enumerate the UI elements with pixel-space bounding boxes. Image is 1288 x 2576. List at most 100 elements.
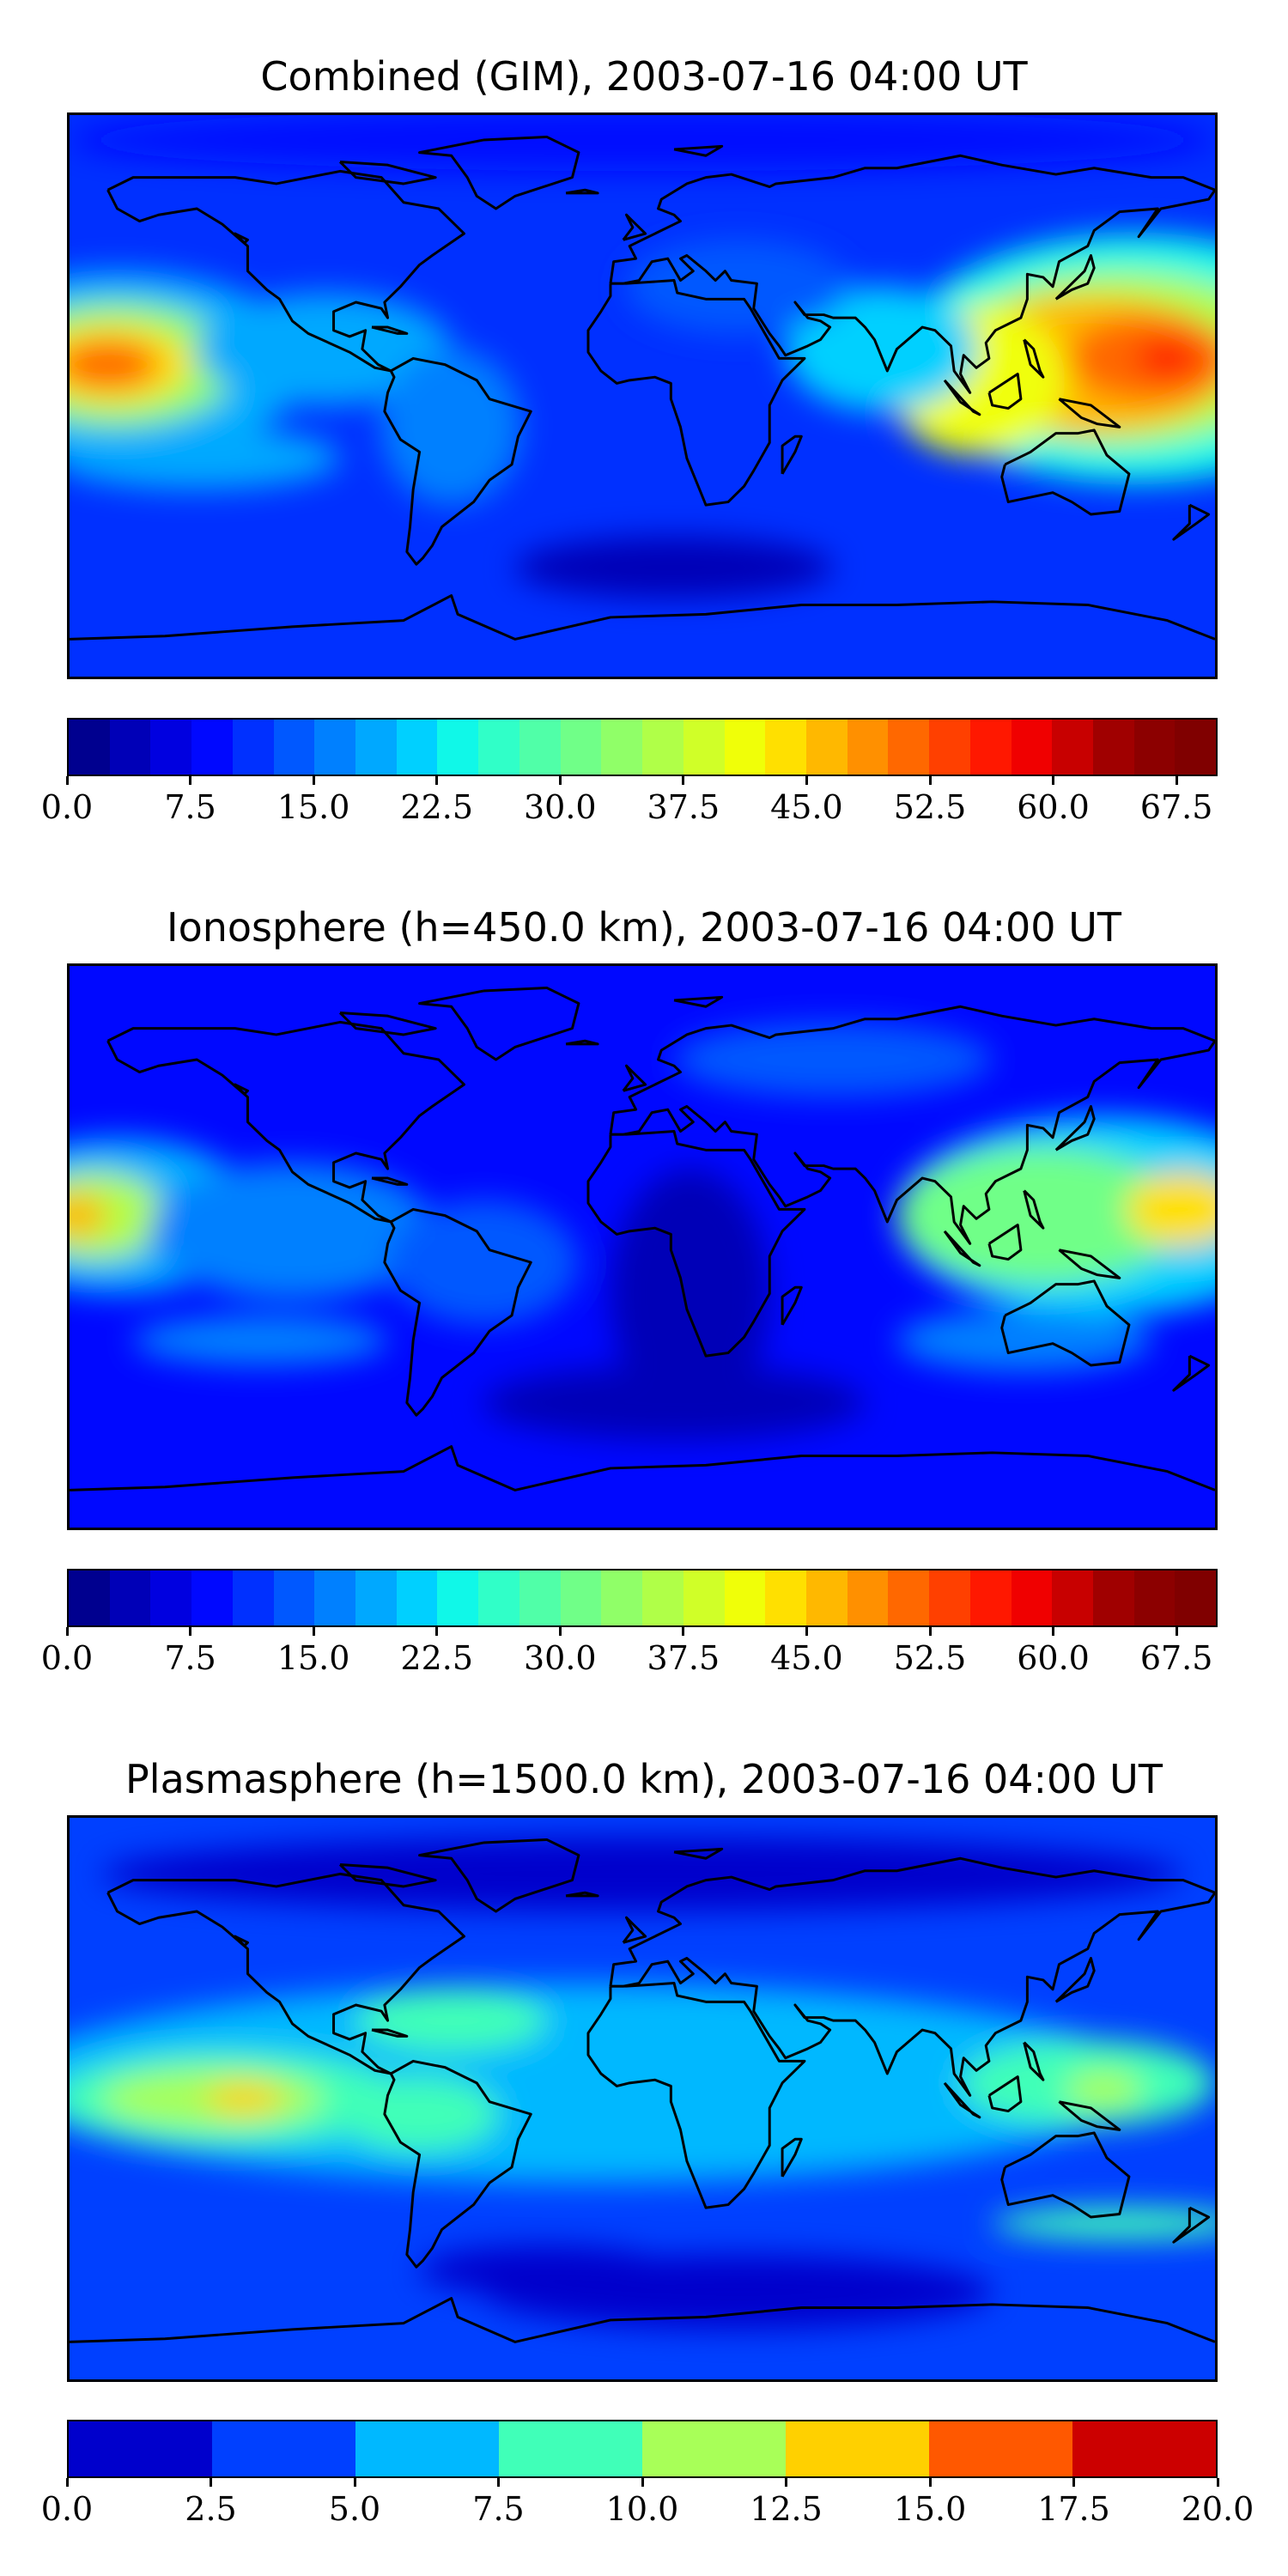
map-canvas [70, 1818, 1215, 2379]
tick-label: 22.5 [400, 788, 473, 826]
colorbar-segment [212, 2421, 355, 2476]
colorbar-segment [396, 1571, 438, 1625]
tec-field-region [70, 339, 159, 390]
coastline [565, 1039, 599, 1046]
tick-label: 15.0 [276, 1639, 350, 1677]
tec-field-region [1126, 1171, 1215, 1247]
tec-field-region [514, 536, 834, 599]
coastline [781, 434, 803, 475]
ionosphere-tec-map [67, 963, 1218, 1530]
coastline [943, 1230, 981, 1267]
colorbar-segment [560, 1571, 602, 1625]
colorbar-segment [786, 2421, 929, 2476]
plasmasphere-tec-map [67, 1815, 1218, 2382]
coastline [338, 161, 437, 185]
tick-label: 67.5 [1139, 1639, 1213, 1677]
coastline [1000, 1279, 1131, 1367]
colorbar-segment [1011, 1571, 1053, 1625]
tick-mark [189, 776, 192, 785]
tick-label: 10.0 [605, 2490, 679, 2528]
panel-title-combined: Combined (GIM), 2003-07-16 04:00 UT [260, 53, 1028, 100]
colorbar-segment [724, 720, 766, 775]
plasmasphere-colorbar [67, 2420, 1218, 2478]
colorbar-segment [1133, 720, 1176, 775]
coastline [673, 1847, 724, 1860]
colorbar-segment [191, 720, 233, 775]
colorbar-segment [437, 720, 479, 775]
coastline [418, 986, 580, 1061]
colorbar-segment [478, 1571, 519, 1625]
colorbar-segment [1133, 1571, 1176, 1625]
colorbar-segment [437, 1571, 479, 1625]
colorbar-segment [69, 1571, 110, 1625]
tick-label: 37.5 [647, 788, 720, 826]
colorbar-segment [642, 2421, 786, 2476]
tick-label: 0.0 [40, 788, 94, 826]
panel-title-plasmasphere: Plasmasphere (h=1500.0 km), 2003-07-16 0… [125, 1756, 1163, 1802]
coastline [383, 2059, 532, 2269]
tec-field-region [197, 293, 452, 405]
tick-label: 17.5 [1037, 2490, 1110, 2528]
coastline [565, 1891, 599, 1898]
colorbar-segment [929, 1571, 970, 1625]
tick-mark [928, 2478, 932, 2487]
colorbar-segment [1175, 1571, 1217, 1625]
colorbar-segment [601, 1571, 643, 1625]
colorbar-segment [191, 1571, 233, 1625]
tec-field-region [896, 1309, 1151, 1372]
coastline [1058, 398, 1121, 428]
colorbar-segment [683, 1571, 725, 1625]
coastline [1172, 503, 1211, 541]
colorbar-segment [805, 1571, 848, 1625]
tec-field-layer [70, 1836, 1215, 2330]
coastline [234, 1935, 249, 1947]
plasmasphere-colorbar-ticks: 0.0 2.5 5.0 7.5 10.0 12.5 15.0 17.5 20.0 [41, 2478, 1254, 2530]
coastline [622, 1064, 647, 1092]
colorbar-segment [314, 720, 356, 775]
coastline [586, 1982, 806, 2209]
tick-label: 20.0 [1181, 2490, 1255, 2528]
tick-mark [558, 776, 562, 785]
coastline [1172, 1354, 1211, 1392]
tick-label: 52.5 [893, 788, 967, 826]
colorbar-segment [1011, 720, 1053, 775]
tick-mark [353, 2478, 356, 2487]
tec-field-region [1135, 339, 1200, 378]
coastline [1023, 1189, 1045, 1230]
coastline [987, 2075, 1023, 2113]
colorbar-segment [929, 2421, 1072, 2476]
tick-mark [1072, 2478, 1075, 2487]
tec-field-region [70, 1171, 166, 1260]
tick-label: 5.0 [328, 2490, 381, 2528]
tec-field-region [483, 1365, 866, 1441]
tick-label: 22.5 [400, 1639, 473, 1677]
coastline-layer [70, 135, 1215, 641]
ionosphere-colorbar [67, 1569, 1218, 1627]
coastline [1023, 2041, 1045, 2081]
tec-field-region [339, 2076, 500, 2152]
colorbar-segment [519, 1571, 561, 1625]
tec-field-region [101, 1836, 1183, 1911]
tick-label: 15.0 [893, 2490, 967, 2528]
coastline [371, 325, 409, 335]
tick-mark [1175, 776, 1178, 785]
tick-mark [435, 776, 439, 785]
coastline [1000, 428, 1131, 516]
tick-label: 12.5 [750, 2490, 823, 2528]
tick-label: 45.0 [770, 788, 843, 826]
colorbar-segment [355, 720, 397, 775]
tick-mark [65, 1627, 69, 1636]
tec-field-region [387, 1200, 579, 1325]
tick-mark [682, 1627, 685, 1636]
tick-label: 52.5 [893, 1639, 967, 1677]
tick-label: 45.0 [770, 1639, 843, 1677]
colorbar-segment [109, 720, 151, 775]
colorbar-segment [888, 1571, 930, 1625]
colorbar-segment [273, 1571, 315, 1625]
tec-field-region [70, 427, 340, 489]
coastline [943, 2081, 981, 2119]
tick-mark [928, 1627, 932, 1636]
colorbar-segment [765, 720, 806, 775]
coastline [987, 373, 1023, 410]
colorbar-segment [69, 2421, 212, 2476]
